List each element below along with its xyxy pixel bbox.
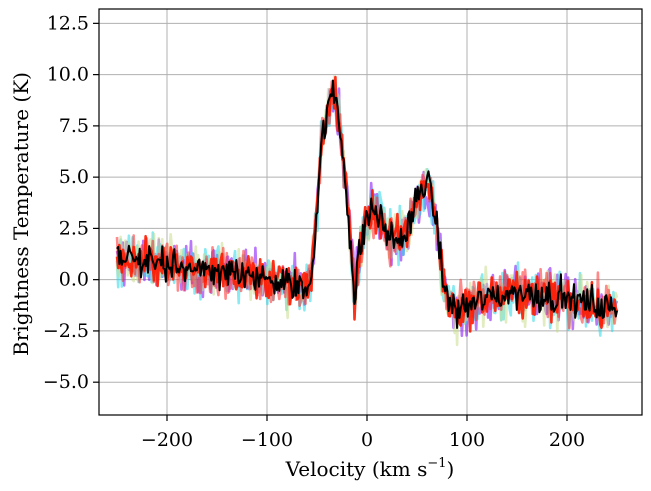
x-tick-label: 100 <box>449 429 485 451</box>
y-tick-label: 0.0 <box>59 269 89 291</box>
x-tick-label: 200 <box>549 429 585 451</box>
x-axis-label-exponent: −1 <box>427 456 446 471</box>
tick-layer: −200 −100 0 100 200 −5.0 −2.5 0.0 2.5 5.0 7.5 10.0 1… <box>43 12 585 451</box>
series-layer <box>115 75 619 347</box>
plot-frame <box>98 8 643 416</box>
spectrum-line-6 <box>116 79 618 329</box>
y-tick-label: −2.5 <box>43 320 89 342</box>
y-tick-label: 12.5 <box>47 12 89 34</box>
y-tick-label: −5.0 <box>43 371 89 393</box>
y-tick-label: 7.5 <box>59 115 89 137</box>
y-tick-label: 2.5 <box>59 217 89 239</box>
x-axis-label-close: ) <box>447 457 455 481</box>
y-tick-label: 10.0 <box>47 64 89 86</box>
x-axis-label: Velocity (km s−1) <box>285 456 455 481</box>
y-axis-label: Brightness Temperature (K) <box>9 72 33 356</box>
grid-layer <box>99 9 642 415</box>
y-tick-label: 5.0 <box>59 166 89 188</box>
x-tick-label: −200 <box>141 429 193 451</box>
x-tick-label: −100 <box>241 429 293 451</box>
x-tick-label: 0 <box>361 429 373 451</box>
